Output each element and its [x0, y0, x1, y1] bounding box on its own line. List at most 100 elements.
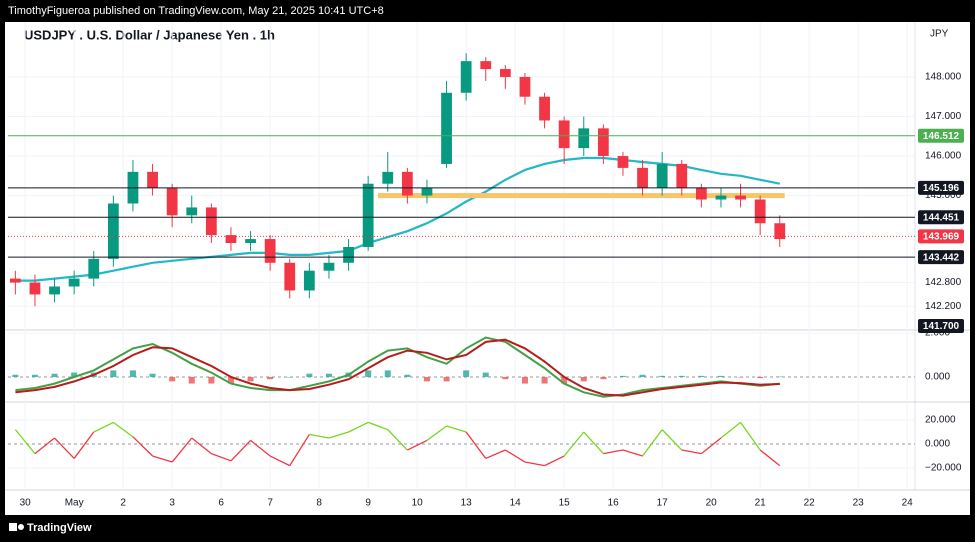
candle-body: [480, 61, 492, 70]
oscillator-segment: [700, 437, 722, 455]
oscillator-segment: [485, 449, 506, 460]
price-label: 146.512: [923, 131, 960, 142]
candle-body: [676, 163, 688, 188]
chart-background: [5, 22, 970, 515]
oscillator-segment: [426, 425, 447, 441]
x-tick-label: 21: [755, 498, 767, 509]
candle-body: [441, 92, 452, 164]
x-tick-label: 8: [316, 498, 322, 509]
histogram-bar: [247, 376, 254, 382]
symbol-title: USDJPY . U.S. Dollar / Japanese Yen . 1h: [24, 27, 275, 42]
histogram-bar: [541, 376, 548, 384]
oscillator-segment: [387, 429, 408, 451]
y-tick-label: 0.000: [925, 439, 950, 450]
candle-body: [774, 223, 786, 240]
histogram-bar: [149, 373, 156, 377]
histogram-bar: [561, 376, 568, 384]
price-label-box: [918, 319, 964, 334]
indicator-line: [15, 336, 780, 398]
x-tick-label: 16: [608, 498, 620, 509]
x-tick-label: 13: [461, 498, 473, 509]
histogram-bar: [619, 375, 626, 377]
candle-body: [29, 282, 41, 295]
candle-body: [460, 61, 472, 93]
y-tick-label: 148.000: [925, 72, 962, 83]
y-tick-label: 20.000: [925, 415, 956, 426]
histogram-bar: [31, 374, 38, 377]
candle-body: [166, 187, 178, 216]
histogram-bar: [698, 375, 705, 377]
price-label: 145.196: [923, 183, 960, 194]
candle-body: [754, 199, 766, 224]
histogram-bar: [267, 376, 274, 380]
histogram-bar: [365, 370, 372, 377]
oscillator-segment: [289, 434, 310, 466]
candle-body: [362, 183, 374, 247]
oscillator-segment: [54, 437, 75, 459]
oscillator-segment: [367, 421, 388, 431]
oscillator-segment: [759, 449, 781, 467]
candle-body: [264, 239, 276, 263]
oscillator-segment: [14, 429, 36, 455]
histogram-bar: [580, 376, 587, 382]
x-tick-label: 14: [510, 498, 522, 509]
histogram-bar: [208, 376, 215, 384]
oscillator-segment: [720, 421, 741, 439]
oscillator-segment: [740, 422, 761, 451]
tradingview-logo: [9, 523, 24, 531]
histogram-bar: [502, 376, 509, 380]
histogram-bar: [463, 370, 470, 377]
x-tick-label: 6: [218, 498, 224, 509]
candle-body: [539, 96, 550, 121]
y-tick-label: 0.000: [925, 372, 950, 383]
histogram-bar: [717, 375, 724, 377]
price-label: 141.700: [923, 321, 960, 332]
price-label-box: [918, 250, 964, 265]
x-tick-label: 20: [706, 498, 718, 509]
price-label-box: [918, 180, 964, 195]
candle-body: [343, 246, 354, 263]
histogram-bar: [325, 373, 332, 377]
histogram-bar: [678, 375, 685, 377]
x-tick-label: 10: [412, 498, 424, 509]
oscillator-segment: [328, 431, 349, 439]
oscillator-segment: [642, 429, 663, 457]
oscillator-segment: [583, 431, 604, 455]
price-label-box: [918, 229, 964, 244]
histogram-bar: [404, 374, 411, 377]
candle-body: [578, 128, 590, 149]
histogram-bar: [306, 373, 313, 377]
histogram-bar: [169, 376, 176, 382]
x-tick-label: 23: [853, 498, 865, 509]
x-tick-label: 3: [169, 498, 175, 509]
oscillator-segment: [34, 437, 55, 455]
y-tick-label: 142.800: [925, 277, 962, 288]
candle-body: [68, 278, 80, 287]
oscillator-segment: [407, 439, 428, 451]
oscillator-segment: [132, 436, 154, 457]
oscillator-segment: [250, 439, 271, 457]
oscillator-segment: [112, 421, 134, 438]
histogram-bar: [521, 376, 528, 384]
x-tick-label: 15: [559, 498, 571, 509]
candle-body: [323, 262, 335, 271]
oscillator-segment: [73, 431, 95, 459]
histogram-bar: [188, 376, 195, 384]
oscillator-segment: [681, 449, 702, 455]
candle-body: [49, 286, 60, 295]
oscillator-segment: [661, 429, 683, 451]
histogram-bar: [12, 374, 19, 377]
price-label: 143.442: [923, 252, 960, 263]
y-tick-label: −20.000: [925, 463, 962, 474]
oscillator-segment: [191, 437, 212, 455]
x-tick-label: 2: [120, 498, 126, 509]
oscillator-segment: [465, 431, 487, 459]
candle-body: [617, 156, 629, 168]
y-tick-label: 146.000: [925, 151, 962, 162]
oscillator-segment: [544, 455, 565, 467]
candle-body: [88, 258, 100, 279]
candle-body: [107, 203, 119, 259]
candle-body: [9, 278, 21, 283]
candle-body: [147, 171, 158, 188]
